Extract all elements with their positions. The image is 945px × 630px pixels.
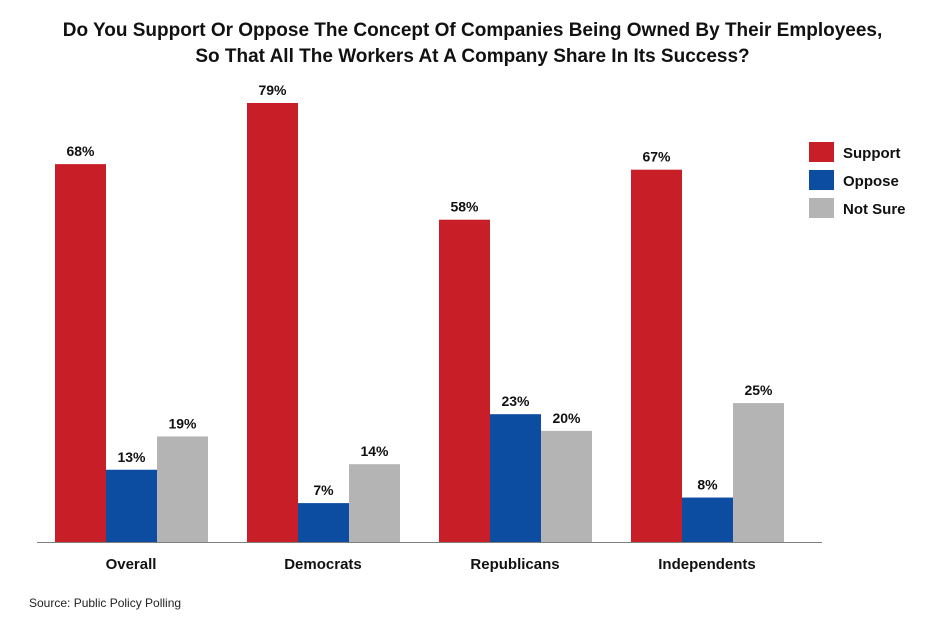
data-label-democrats-not-sure: 14% <box>360 443 389 459</box>
bar-independents-support <box>631 169 682 543</box>
category-label-republicans: Republicans <box>470 556 559 573</box>
legend-label-oppose: Oppose <box>843 173 899 190</box>
category-label-independents: Independents <box>658 556 756 573</box>
data-label-democrats-oppose: 7% <box>313 482 334 498</box>
chart-title-line-2: So That All The Workers At A Company Sha… <box>195 46 750 67</box>
data-label-independents-not-sure: 25% <box>744 382 773 398</box>
legend-swatch-not-sure <box>809 198 834 218</box>
category-label-democrats: Democrats <box>284 556 362 573</box>
bar-independents-not-sure <box>733 403 784 542</box>
bar-overall-oppose <box>106 469 157 542</box>
bar-overall-not-sure <box>157 436 208 542</box>
bar-republicans-oppose <box>490 414 541 542</box>
data-label-overall-support: 68% <box>66 143 95 159</box>
bar-democrats-oppose <box>298 503 349 542</box>
bar-independents-oppose <box>682 497 733 542</box>
data-label-independents-support: 67% <box>642 149 671 165</box>
legend-swatch-oppose <box>809 170 834 190</box>
category-label-overall: Overall <box>106 556 157 573</box>
data-label-overall-not-sure: 19% <box>168 415 197 431</box>
bar-republicans-support <box>439 219 490 542</box>
chart-title-line-1: Do You Support Or Oppose The Concept Of … <box>62 20 883 41</box>
bar-republicans-not-sure <box>541 430 592 542</box>
data-label-republicans-support: 58% <box>450 199 479 215</box>
data-label-republicans-oppose: 23% <box>501 393 530 409</box>
legend-label-not-sure: Not Sure <box>843 201 906 218</box>
data-label-republicans-not-sure: 20% <box>552 410 581 426</box>
source-note: Source: Public Policy Polling <box>29 596 182 610</box>
data-label-overall-oppose: 13% <box>117 449 146 465</box>
data-label-democrats-support: 79% <box>258 82 287 98</box>
legend-label-support: Support <box>843 145 901 162</box>
data-label-independents-oppose: 8% <box>697 477 718 493</box>
bar-democrats-not-sure <box>349 464 400 542</box>
bar-overall-support <box>55 164 106 542</box>
legend-swatch-support <box>809 142 834 162</box>
bar-democrats-support <box>247 103 298 542</box>
